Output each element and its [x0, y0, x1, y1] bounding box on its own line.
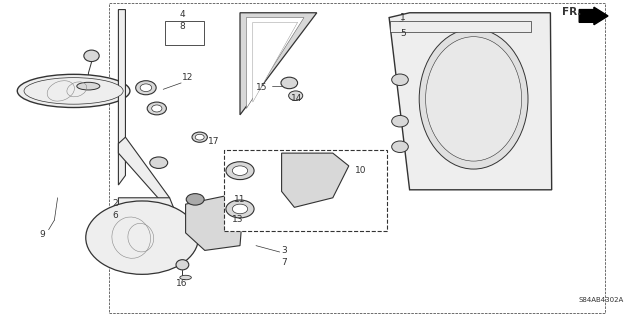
Text: 11: 11 [234, 195, 245, 204]
Ellipse shape [392, 74, 408, 85]
Ellipse shape [232, 204, 248, 214]
Ellipse shape [426, 37, 522, 161]
Polygon shape [246, 18, 304, 108]
Text: 4: 4 [180, 10, 185, 19]
Ellipse shape [289, 91, 303, 100]
Polygon shape [253, 22, 298, 102]
Text: 8: 8 [180, 22, 185, 31]
Ellipse shape [232, 166, 248, 175]
Polygon shape [389, 13, 552, 190]
Text: 7: 7 [282, 258, 287, 267]
Ellipse shape [140, 84, 152, 92]
Ellipse shape [24, 78, 123, 104]
Ellipse shape [419, 29, 528, 169]
Ellipse shape [77, 82, 100, 90]
Text: 14: 14 [291, 94, 303, 103]
Ellipse shape [86, 201, 198, 274]
Ellipse shape [176, 260, 189, 270]
Text: 2: 2 [112, 199, 118, 208]
Ellipse shape [281, 77, 298, 89]
Ellipse shape [147, 102, 166, 115]
Polygon shape [282, 153, 349, 207]
Ellipse shape [226, 162, 254, 180]
Polygon shape [186, 196, 243, 250]
Ellipse shape [17, 74, 130, 108]
Ellipse shape [195, 134, 204, 140]
Ellipse shape [152, 105, 162, 112]
Bar [390, 21, 531, 32]
Polygon shape [240, 13, 317, 115]
Ellipse shape [186, 194, 204, 205]
Text: 17: 17 [208, 137, 220, 146]
Bar [109, 3, 605, 313]
FancyArrow shape [579, 7, 608, 25]
Text: 5: 5 [400, 29, 406, 38]
Text: 15: 15 [256, 83, 268, 92]
Text: 9: 9 [40, 230, 45, 239]
Ellipse shape [192, 132, 207, 142]
Ellipse shape [150, 157, 168, 168]
Bar [165, 21, 204, 45]
Text: FR.: FR. [562, 7, 581, 17]
Text: 1: 1 [400, 13, 406, 22]
Ellipse shape [84, 50, 99, 62]
Polygon shape [118, 198, 176, 214]
Ellipse shape [392, 141, 408, 152]
Ellipse shape [136, 81, 156, 95]
Text: 10: 10 [355, 166, 367, 175]
Ellipse shape [392, 115, 408, 127]
Bar [224, 150, 387, 231]
Text: 6: 6 [112, 211, 118, 219]
Polygon shape [118, 10, 125, 185]
Text: 16: 16 [176, 279, 188, 288]
Polygon shape [118, 137, 170, 207]
Text: S84AB4302A: S84AB4302A [579, 297, 624, 303]
Text: 3: 3 [282, 246, 287, 255]
Text: 13: 13 [232, 215, 243, 224]
Text: 12: 12 [182, 73, 194, 82]
Ellipse shape [180, 275, 191, 280]
Ellipse shape [226, 200, 254, 218]
